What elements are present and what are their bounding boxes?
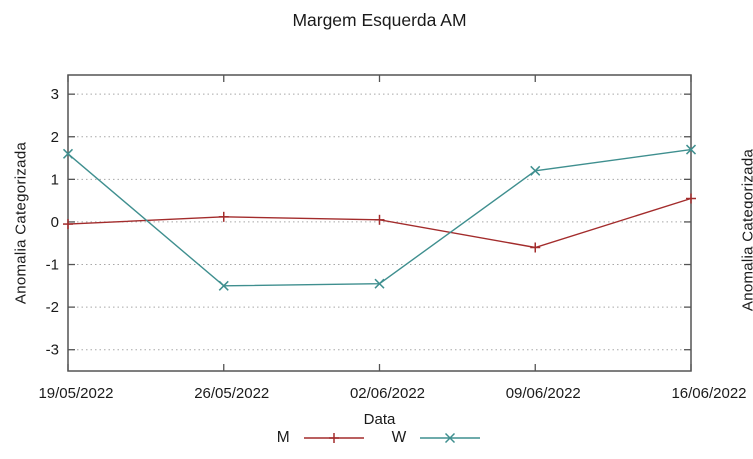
- legend-line-sample-W: [420, 432, 481, 444]
- y-tick-label: 3: [51, 86, 59, 103]
- marker-cross: [530, 165, 541, 176]
- y-tick-label: 0: [51, 214, 59, 231]
- marker-cross: [445, 432, 456, 444]
- adjacent-chart-y-axis-label: Anomalia Categorizada: [739, 148, 753, 312]
- x-tick-label: 16/06/2022: [671, 385, 746, 402]
- y-tick-label: 2: [51, 129, 59, 146]
- legend-entry-W: W: [392, 429, 483, 447]
- marker-cross: [62, 148, 74, 159]
- legend-label: W: [391, 429, 407, 446]
- x-tick-label: 19/05/2022: [38, 385, 113, 402]
- x-axis-label: Data: [363, 411, 396, 428]
- marker-plus: [530, 242, 541, 253]
- legend-entry-M: M: [277, 429, 366, 447]
- marker-cross: [685, 144, 697, 155]
- y-tick-label: -2: [46, 299, 59, 316]
- y-tick-label: 1: [51, 171, 59, 188]
- marker-cross: [374, 278, 385, 289]
- marker-plus: [374, 214, 385, 225]
- y-tick-label: -1: [46, 257, 59, 274]
- marker-plus: [328, 433, 339, 443]
- legend-label: M: [276, 429, 290, 446]
- marker-plus: [686, 193, 696, 204]
- x-tick-label: 09/06/2022: [506, 385, 581, 402]
- x-tick-label: 26/05/2022: [194, 385, 269, 402]
- marker-plus: [63, 219, 73, 230]
- y-tick-label: -3: [46, 342, 59, 359]
- x-tick-label: 02/06/2022: [350, 385, 425, 402]
- legend-line-sample-M: [303, 433, 364, 443]
- marker-plus: [218, 211, 229, 222]
- marker-cross: [218, 280, 229, 291]
- chart-title: Margem Esquerda AM: [292, 10, 467, 30]
